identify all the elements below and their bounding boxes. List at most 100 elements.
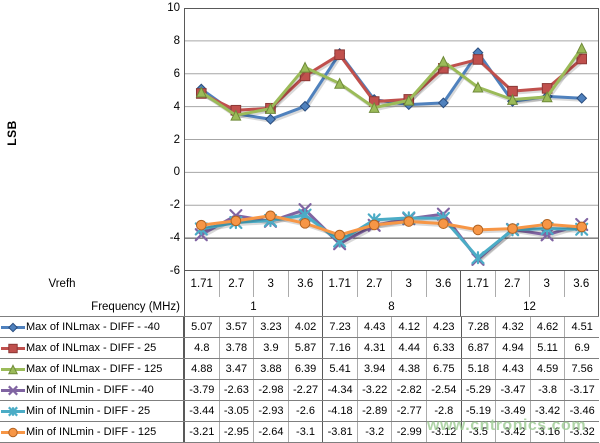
legend-cell: Max of INLmax - DIFF - -40 — [0, 317, 184, 337]
table-value-cell: -3.8 — [529, 380, 565, 400]
legend-cell: Min of INLmin - DIFF - 25 — [0, 401, 184, 421]
frequency-group-label: 1 — [184, 297, 322, 316]
y-axis-tick-label: 6 — [173, 67, 180, 80]
y-axis-tick-label: -6 — [169, 265, 180, 277]
legend-series-label: Min of INLmin - DIFF - 25 — [26, 405, 151, 417]
table-value-cell: 6.87 — [460, 338, 496, 358]
series-marker-square — [576, 53, 588, 65]
y-axis-tick-label: -2 — [169, 199, 180, 212]
plot-border — [184, 8, 599, 271]
table-value-cell: -4.18 — [322, 401, 357, 421]
table-value-cell: -2.89 — [356, 401, 392, 421]
y-axis-tick-label: 4 — [173, 100, 180, 113]
table-value-cell: 4.59 — [529, 359, 565, 379]
legend-marker-icon-star — [1, 406, 25, 416]
table-value-cell: -2.63 — [218, 380, 254, 400]
table-value-cell: -3.5 — [460, 422, 496, 442]
vrefh-tick-label: 3 — [253, 271, 288, 297]
series-marker-triangle — [264, 102, 277, 114]
vrefh-tick-label: 3.6 — [425, 271, 461, 297]
series-marker-diamond — [299, 100, 311, 112]
vrefh-tick-label: 1.71 — [460, 271, 495, 297]
legend-marker-icon-diamond — [1, 322, 25, 332]
table-value-cell: 4.44 — [391, 338, 426, 358]
table-value-cell: 4.23 — [426, 317, 461, 337]
series-marker-circle — [299, 218, 311, 229]
table-value-cell: -2.6 — [287, 401, 323, 421]
table-row: Max of INLmax - DIFF - 25 4.8 3.78 3.9 5.87 7… — [0, 337, 599, 358]
series-line — [201, 213, 582, 260]
table-value-cell: 6.33 — [426, 338, 461, 358]
table-value-cell: -2.99 — [391, 422, 426, 442]
table-row: Max of INLmax - DIFF - 125 4.88 3.47 3.88 6.… — [0, 358, 599, 379]
vrefh-axis-label: Vrefh — [48, 278, 76, 290]
table-value-cell: 4.32 — [495, 317, 530, 337]
legend-series-label: Max of INLmax - DIFF - 125 — [26, 363, 163, 375]
table-value-cell: 7.16 — [322, 338, 357, 358]
table-value-cell: -3.81 — [322, 422, 357, 442]
vrefh-tick-label: 3.6 — [563, 271, 599, 297]
table-value-cell: 4.62 — [529, 317, 565, 337]
table-value-cell: 4.02 — [287, 317, 323, 337]
table-value-cell: -3.49 — [495, 401, 530, 421]
table-value-cell: -5.29 — [460, 380, 496, 400]
table-value-cell: 5.18 — [460, 359, 496, 379]
vrefh-tick-label: 2.7 — [356, 271, 392, 297]
table-value-cell: -3.47 — [495, 380, 530, 400]
table-row: Min of INLmin - DIFF - 25 -3.44 -3.05 -2.93… — [0, 400, 599, 421]
vrefh-tick-label: 3 — [391, 271, 426, 297]
table-value-cell: 3.9 — [253, 338, 288, 358]
vrefh-tick-label: 3.6 — [287, 271, 323, 297]
vrefh-tick-label: 2.7 — [218, 271, 254, 297]
frequency-axis-label: Frequency (MHz) — [91, 300, 180, 313]
table-value-cell: -3.1 — [287, 422, 323, 442]
series-marker-triangle — [299, 61, 311, 73]
table-value-cell: 5.11 — [529, 338, 565, 358]
table-value-cell: 3.78 — [218, 338, 254, 358]
table-value-cell: 4.31 — [356, 338, 392, 358]
legend-cell: Min of INLmin - DIFF - 125 — [0, 422, 184, 442]
legend-series-label: Max of INLmax - DIFF - 25 — [26, 342, 157, 354]
series-marker-diamond — [264, 113, 276, 125]
y-axis-tick-label: 2 — [173, 133, 180, 146]
table-value-cell: 3.57 — [218, 317, 254, 337]
table-value-cell: -3.05 — [218, 401, 254, 421]
series-marker-triangle — [437, 55, 449, 67]
vrefh-tick-cells: 1.71 2.7 3 3.6 1.71 2.7 3 3.6 1.71 2.7 3 3.6 — [184, 271, 599, 297]
legend-marker-icon-triangle — [1, 363, 25, 374]
table-row: Min of INLmin - DIFF - 125 -3.21 -2.95 -2.6… — [0, 421, 599, 442]
table-value-cell: 4.12 — [391, 317, 426, 337]
legend-series-label: Max of INLmax - DIFF - -40 — [26, 321, 160, 333]
series-marker-circle — [507, 223, 518, 234]
series-marker-circle — [541, 219, 553, 230]
table-value-cell: -3.2 — [356, 422, 392, 442]
frequency-group-cells: 1 8 12 — [184, 297, 599, 316]
table-value-cell: -2.77 — [391, 401, 426, 421]
table-value-cell: -2.82 — [391, 380, 426, 400]
table-value-cell: 3.94 — [356, 359, 392, 379]
series-marker-triangle — [403, 94, 415, 106]
series-marker-circle — [403, 216, 415, 227]
legend-cell: Max of INLmax - DIFF - 125 — [0, 359, 184, 379]
table-value-cell: 6.75 — [426, 359, 461, 379]
table-value-cell: -2.95 — [218, 422, 254, 442]
table-value-cell: 4.8 — [184, 338, 219, 358]
plot-area — [184, 8, 599, 271]
x-axis-frequency-row: Frequency (MHz) 1 8 12 — [0, 297, 599, 316]
series-marker-triangle — [576, 42, 588, 54]
series-marker-triangle — [541, 91, 553, 103]
series-marker-circle — [438, 218, 449, 229]
series-marker-triangle — [472, 81, 484, 93]
series-line-shadow — [201, 49, 585, 119]
series-marker-triangle — [368, 101, 380, 113]
series-marker-square — [334, 49, 345, 60]
legend-series-label: Min of INLmin - DIFF - 125 — [26, 426, 157, 438]
table-value-cell: -2.54 — [426, 380, 461, 400]
series-marker-triangle — [195, 86, 207, 98]
table-row: Min of INLmin - DIFF - -40 -3.79 -2.63 -2.9… — [0, 379, 599, 400]
table-value-cell: -3.42 — [529, 401, 565, 421]
vrefh-tick-label: 2.7 — [494, 271, 530, 297]
table-row: Max of INLmax - DIFF - -40 5.07 3.57 3.23 4.… — [0, 316, 599, 337]
table-value-cell: -3.44 — [184, 401, 219, 421]
y-axis-tick-label: 8 — [173, 34, 180, 47]
